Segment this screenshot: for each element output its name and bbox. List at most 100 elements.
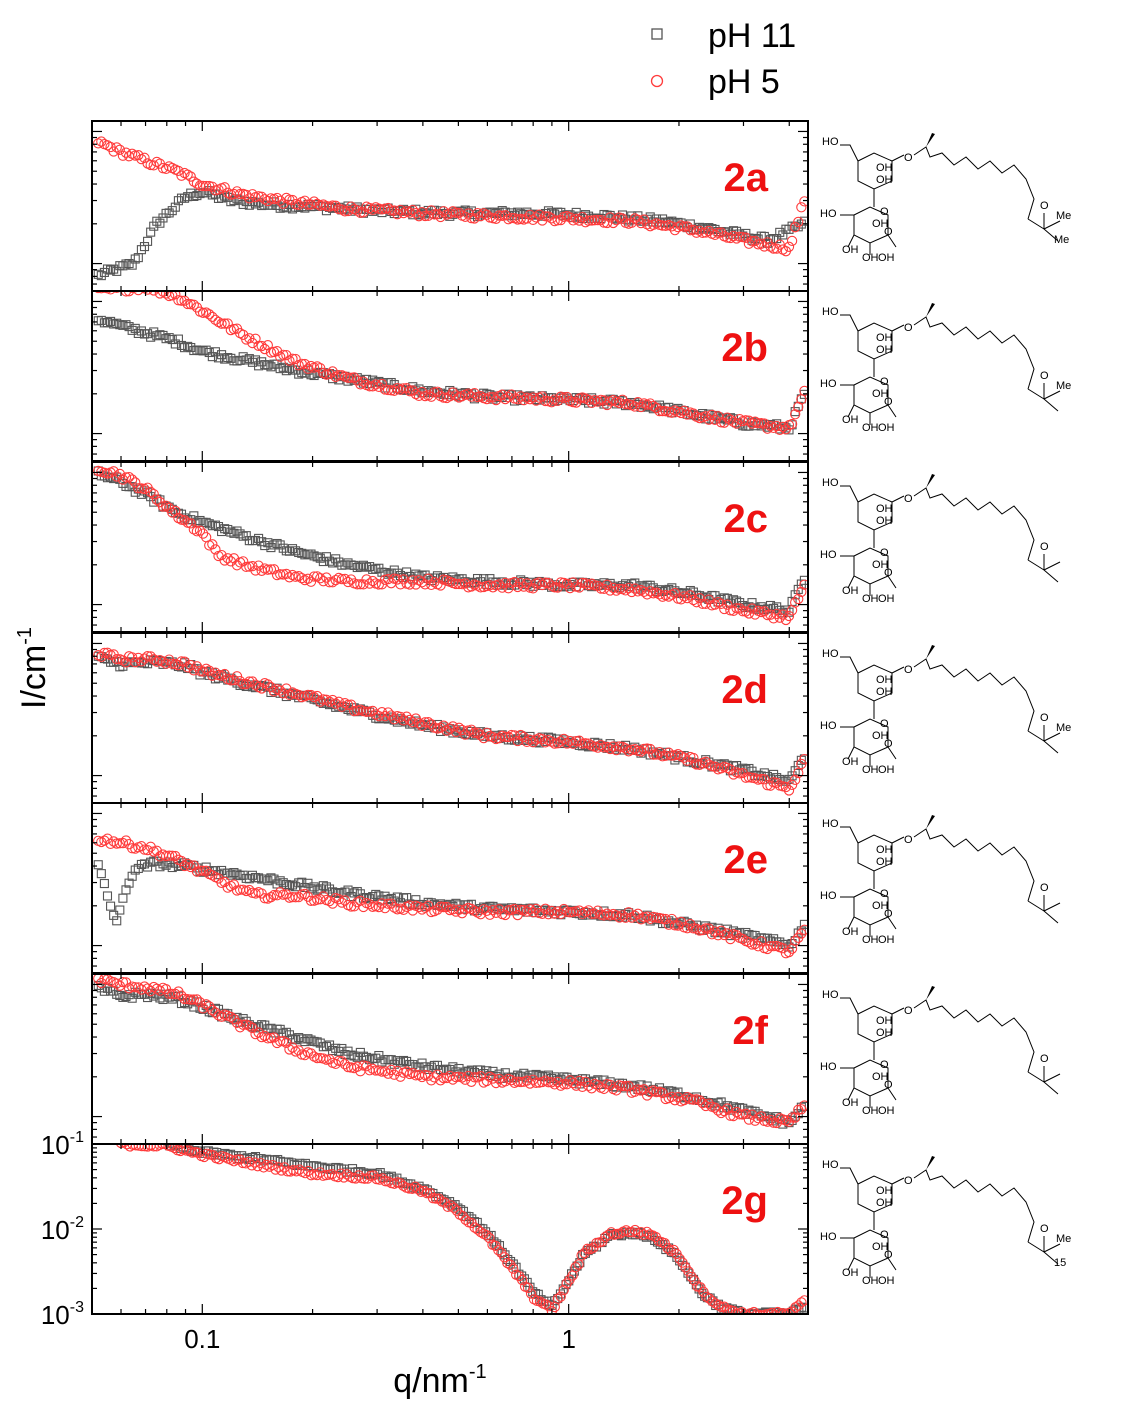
data-point-ph11 (210, 347, 220, 357)
data-point-ph11 (392, 1056, 402, 1066)
data-point-ph11 (192, 191, 202, 201)
data-point-ph11 (343, 885, 353, 895)
data-point-ph11 (630, 578, 640, 588)
data-point-ph11 (287, 880, 298, 890)
data-point-ph5 (176, 855, 187, 867)
structure-atom-label: Me (1056, 380, 1071, 392)
data-point-ph5 (167, 658, 178, 669)
data-point-ph11 (229, 196, 239, 206)
data-point-ph11 (102, 264, 113, 274)
data-point-ph5 (790, 409, 801, 420)
data-point-ph11 (121, 657, 131, 667)
data-point-ph11 (241, 873, 251, 883)
data-point-ph11 (547, 1073, 557, 1084)
data-point-ph11 (173, 334, 183, 344)
data-point-ph11 (118, 320, 128, 330)
data-point-ph5 (799, 1100, 808, 1111)
data-point-ph5 (725, 764, 736, 775)
data-point-ph5 (419, 717, 431, 728)
data-point-ph5 (261, 1159, 272, 1171)
data-point-ph5 (475, 1226, 486, 1238)
data-point-ph11 (146, 857, 156, 867)
data-point-ph5 (503, 731, 514, 743)
data-point-ph11 (220, 354, 230, 364)
structure-atom-label: O (904, 322, 913, 334)
data-point-ph5 (352, 375, 363, 386)
data-point-ph11 (371, 564, 381, 574)
data-point-ph11 (93, 860, 103, 870)
data-point-ph11 (753, 1109, 763, 1119)
data-point-ph5 (743, 937, 755, 948)
data-point-ph11 (306, 549, 316, 559)
data-point-ph5 (638, 743, 650, 755)
data-point-ph5 (333, 894, 344, 905)
structure-atom-label: O (904, 1175, 913, 1187)
data-point-ph5 (493, 1245, 504, 1256)
data-point-ph5 (94, 291, 103, 294)
data-point-ph5 (231, 1154, 243, 1165)
data-point-ph5 (567, 396, 579, 408)
data-point-ph5 (148, 291, 159, 296)
data-point-ph5 (790, 774, 801, 786)
panel-frame-2c (91, 461, 809, 633)
data-point-ph11 (263, 876, 273, 886)
alkyl-chain (913, 658, 1035, 732)
data-point-ph5 (122, 291, 124, 292)
data-point-ph5 (790, 935, 801, 946)
data-point-ph11 (229, 356, 239, 366)
amine-oxide-bonds (1027, 1066, 1061, 1095)
data-point-ph11 (435, 1064, 446, 1075)
data-point-ph11 (346, 560, 356, 570)
data-point-ph5 (339, 1059, 351, 1070)
data-point-ph5 (777, 421, 788, 433)
data-point-ph11 (112, 318, 122, 328)
data-point-ph5 (281, 192, 292, 204)
data-point-ph5 (182, 298, 193, 310)
data-point-ph5 (133, 291, 144, 296)
data-point-ph5 (759, 774, 770, 785)
data-point-ph5 (515, 577, 526, 589)
data-point-ph11 (272, 879, 282, 889)
data-point-ph5 (210, 544, 221, 555)
structure-atom-label: OH (862, 252, 879, 264)
data-point-ph11 (464, 1212, 474, 1222)
data-point-ph5 (552, 1293, 563, 1304)
data-point-ph11 (513, 207, 523, 217)
data-point-ph5 (287, 353, 298, 364)
data-point-ph5 (499, 1252, 510, 1263)
data-point-ph5 (521, 906, 533, 917)
data-point-ph5 (786, 779, 798, 791)
data-point-ph5 (188, 299, 199, 310)
data-point-ph5 (703, 594, 714, 605)
data-point-ph5 (281, 568, 292, 580)
data-point-ph5 (540, 211, 551, 222)
data-point-ph5 (777, 244, 788, 255)
data-point-ph5 (249, 1157, 260, 1168)
y-tick-label: 10-1 (41, 1129, 84, 1160)
data-point-ph11 (386, 893, 396, 904)
data-point-ph5 (139, 152, 150, 163)
data-point-ph5 (219, 182, 230, 193)
panel-2c: 2c (91, 461, 809, 633)
data-point-ph5 (783, 785, 795, 796)
panel-data-2e (93, 833, 808, 959)
panel-data-2c (93, 465, 808, 626)
plot-panels: 2a 2b 2c 2d 2e 2f 2g 10-1 10-2 10-3 0.1 1 (41, 120, 809, 1354)
data-point-ph11 (247, 536, 257, 546)
data-point-ph5 (651, 402, 662, 414)
structure-atom-label: HO (822, 1159, 839, 1171)
data-point-ph11 (195, 515, 205, 526)
data-point-ph5 (694, 1095, 705, 1106)
data-point-ph11 (312, 552, 322, 562)
x-axis-title: q/nm-1 (393, 1361, 486, 1400)
data-point-ph11 (164, 857, 174, 867)
data-point-ph11 (232, 1012, 242, 1022)
structure-atom-label: O (904, 834, 913, 846)
data-point-ph5 (682, 755, 693, 766)
data-point-ph11 (186, 188, 196, 198)
data-point-ph11 (547, 208, 557, 218)
data-point-ph11 (118, 992, 128, 1002)
data-point-ph11 (728, 595, 739, 605)
data-point-ph11 (300, 1037, 310, 1047)
data-point-ph5 (601, 741, 613, 753)
